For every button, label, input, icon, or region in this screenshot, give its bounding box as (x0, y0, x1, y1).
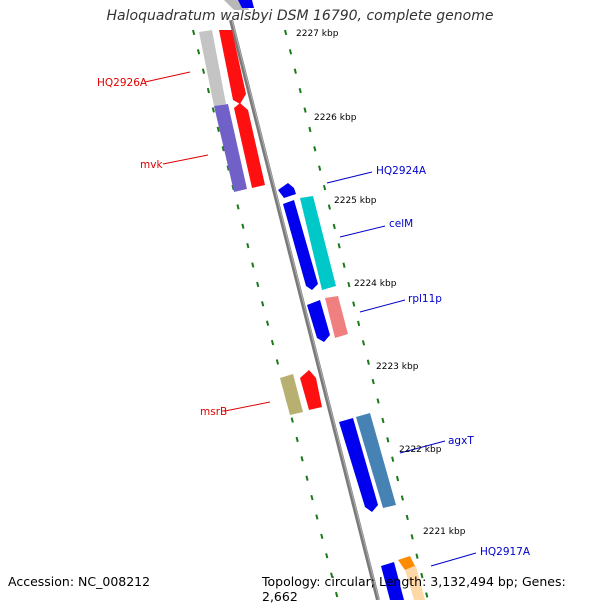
accession-label: Accession: (8, 574, 75, 589)
scale-label: 2225 kbp (334, 196, 377, 206)
scale-label: 2227 kbp (296, 29, 339, 39)
connector-rpl11p (359, 299, 406, 313)
connector-agxT (399, 440, 446, 454)
gene-rpl11p-pink[interactable] (325, 296, 348, 338)
gene-HQ2926A-red[interactable] (219, 30, 246, 104)
gene-HQ2917A-orange[interactable] (398, 556, 415, 570)
map-title: Haloquadratum walsbyi DSM 16790, complet… (106, 8, 494, 24)
gene-label-HQ2926A[interactable]: HQ2926A (97, 77, 148, 89)
gene-HQ2924A[interactable] (278, 183, 296, 198)
accession-info: Accession: NC_008212 (8, 574, 150, 589)
length-label: Length: (378, 574, 427, 589)
scale-label: 2226 kbp (314, 113, 357, 123)
gene-agxT-blue[interactable] (339, 418, 378, 512)
gene-msrB-red[interactable] (300, 370, 322, 410)
scale-label: 2221 kbp (423, 527, 466, 537)
genes-label: Genes: (521, 574, 566, 589)
gene-mvk-purple[interactable] (214, 104, 247, 192)
gene-label-HQ2917A[interactable]: HQ2917A (480, 546, 531, 558)
scale-label: 2224 kbp (354, 279, 397, 289)
gene-celM-blue[interactable] (283, 200, 318, 290)
connector-HQ2917A (430, 552, 477, 567)
connector-celM (339, 225, 386, 238)
connector-msrB (224, 401, 271, 412)
gene-mvk-red[interactable] (234, 103, 265, 188)
gene-agxT-steel[interactable] (356, 413, 396, 508)
gene-label-mvk[interactable]: mvk (140, 159, 163, 171)
gene-celM-cyan[interactable] (300, 196, 336, 290)
genome-stats: Topology: circular; Length: 3,132,494 bp… (262, 574, 600, 604)
gene-HQ2917A-blue[interactable] (381, 562, 404, 600)
genome-backbone (229, 19, 380, 600)
gene-label-HQ2924A[interactable]: HQ2924A (376, 165, 427, 177)
gene-label-celM[interactable]: celM (389, 218, 413, 230)
topology-value: circular (324, 574, 371, 589)
gene-label-msrB[interactable]: msrB (200, 406, 227, 418)
scale-label: 2223 kbp (376, 362, 419, 372)
gene-partial-top-blue[interactable] (238, 0, 254, 8)
gene-HQ2917A-peach[interactable] (405, 566, 425, 600)
topology-label: Topology: (262, 574, 321, 589)
separator: ; (370, 574, 375, 589)
gene-label-agxT[interactable]: agxT (448, 435, 474, 447)
gene-HQ2926A-grey[interactable] (199, 30, 226, 106)
connector-mvk (162, 154, 209, 165)
separator: ; (513, 574, 518, 589)
genes-value: 2,662 (262, 589, 298, 604)
backbone-highlight (231, 19, 380, 600)
gene-rpl11p-blue[interactable] (307, 300, 330, 342)
gene-label-rpl11p[interactable]: rpl11p (408, 293, 442, 305)
accession-value: NC_008212 (78, 574, 151, 589)
length-value: 3,132,494 bp (430, 574, 514, 589)
connector-HQ2926A (144, 71, 191, 83)
connector-HQ2924A (326, 171, 373, 184)
gene-msrB-olive[interactable] (280, 374, 303, 415)
scale-label: 2222 kbp (399, 445, 442, 455)
